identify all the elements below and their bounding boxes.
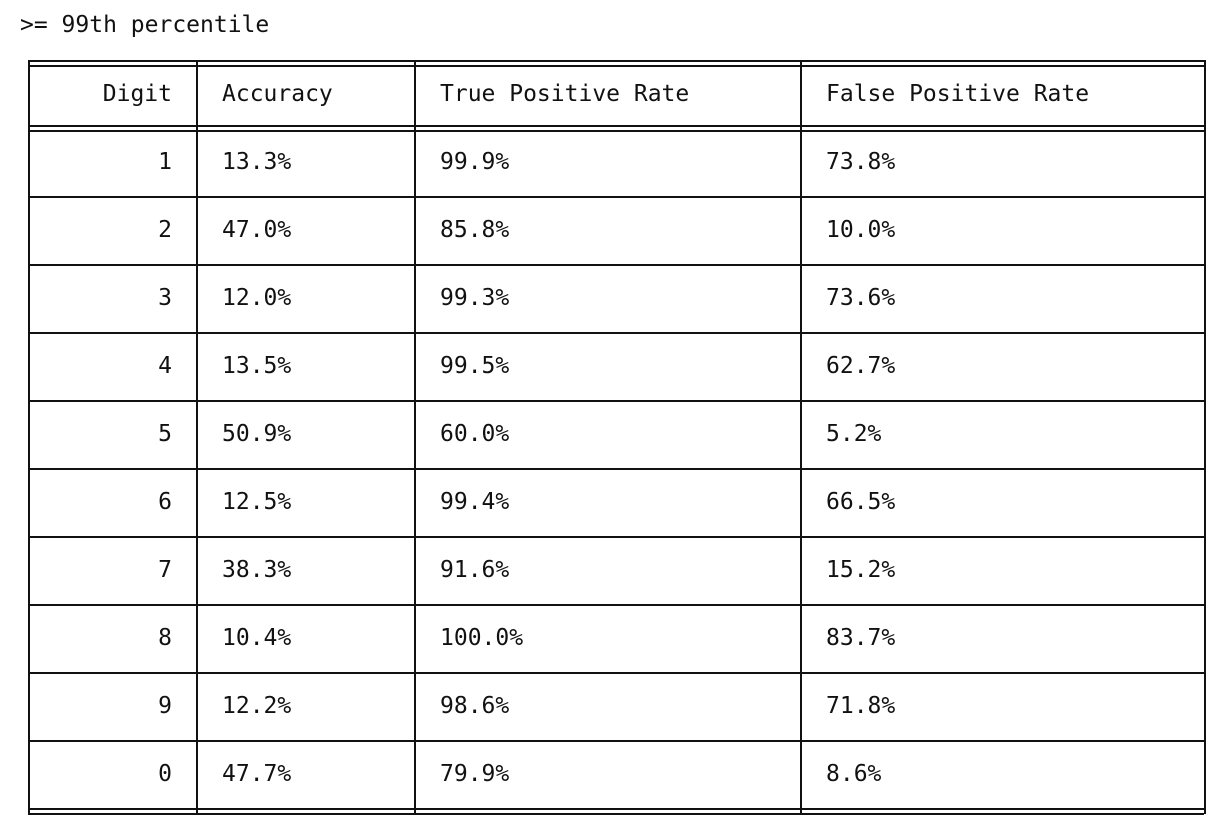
column-header: Accuracy xyxy=(222,81,333,107)
table-cell: 79.9% xyxy=(440,761,510,787)
column-header: Digit xyxy=(102,81,172,107)
table-cell: 73.6% xyxy=(826,285,896,311)
table-cell: 85.8% xyxy=(440,217,510,243)
column-separator xyxy=(1204,60,1206,814)
table-cell: 99.9% xyxy=(440,149,510,175)
table-cell: 15.2% xyxy=(826,557,896,583)
table-cell: 47.7% xyxy=(222,761,292,787)
row-separator xyxy=(28,740,1204,742)
column-separator xyxy=(196,60,198,814)
row-separator xyxy=(28,400,1204,402)
digit-cell: 6 xyxy=(158,489,172,515)
table-cell: 99.3% xyxy=(440,285,510,311)
column-header: False Positive Rate xyxy=(826,81,1090,107)
table-cell: 10.0% xyxy=(826,217,896,243)
table-cell: 60.0% xyxy=(440,421,510,447)
column-header: True Positive Rate xyxy=(440,81,690,107)
digit-cell: 4 xyxy=(158,353,172,379)
row-separator xyxy=(28,196,1204,198)
table-cell: 8.6% xyxy=(826,761,882,787)
table-cell: 98.6% xyxy=(440,693,510,719)
table-cell: 62.7% xyxy=(826,353,896,379)
table-cell: 71.8% xyxy=(826,693,896,719)
table-cell: 100.0% xyxy=(440,625,524,651)
table-cell: 10.4% xyxy=(222,625,292,651)
table-cell: 91.6% xyxy=(440,557,510,583)
table-bottom-border xyxy=(28,808,1204,810)
table-cell: 83.7% xyxy=(826,625,896,651)
table-cell: 12.2% xyxy=(222,693,292,719)
digit-cell: 8 xyxy=(158,625,172,651)
table-cell: 66.5% xyxy=(826,489,896,515)
digit-cell: 3 xyxy=(158,285,172,311)
table-top-border xyxy=(28,60,1204,62)
digit-cell: 1 xyxy=(158,149,172,175)
table-cell: 12.0% xyxy=(222,285,292,311)
row-separator xyxy=(28,264,1204,266)
header-separator-inner xyxy=(28,130,1204,132)
row-separator xyxy=(28,332,1204,334)
table-bottom-border-inner xyxy=(28,813,1204,815)
table-cell: 99.4% xyxy=(440,489,510,515)
table-cell: 13.5% xyxy=(222,353,292,379)
digit-cell: 7 xyxy=(158,557,172,583)
table-cell: 99.5% xyxy=(440,353,510,379)
table-top-border-inner xyxy=(28,65,1204,67)
table-cell: 5.2% xyxy=(826,421,882,447)
row-separator xyxy=(28,536,1204,538)
digit-cell: 9 xyxy=(158,693,172,719)
table-cell: 47.0% xyxy=(222,217,292,243)
table-cell: 73.8% xyxy=(826,149,896,175)
table-cell: 13.3% xyxy=(222,149,292,175)
digit-cell: 0 xyxy=(158,761,172,787)
table-cell: 50.9% xyxy=(222,421,292,447)
header-separator xyxy=(28,125,1204,127)
column-separator xyxy=(28,60,30,814)
table-caption: >= 99th percentile xyxy=(20,12,270,38)
row-separator xyxy=(28,468,1204,470)
row-separator xyxy=(28,604,1204,606)
table-cell: 38.3% xyxy=(222,557,292,583)
row-separator xyxy=(28,672,1204,674)
digit-cell: 2 xyxy=(158,217,172,243)
digit-cell: 5 xyxy=(158,421,172,447)
table-cell: 12.5% xyxy=(222,489,292,515)
column-separator xyxy=(800,60,802,814)
column-separator xyxy=(414,60,416,814)
